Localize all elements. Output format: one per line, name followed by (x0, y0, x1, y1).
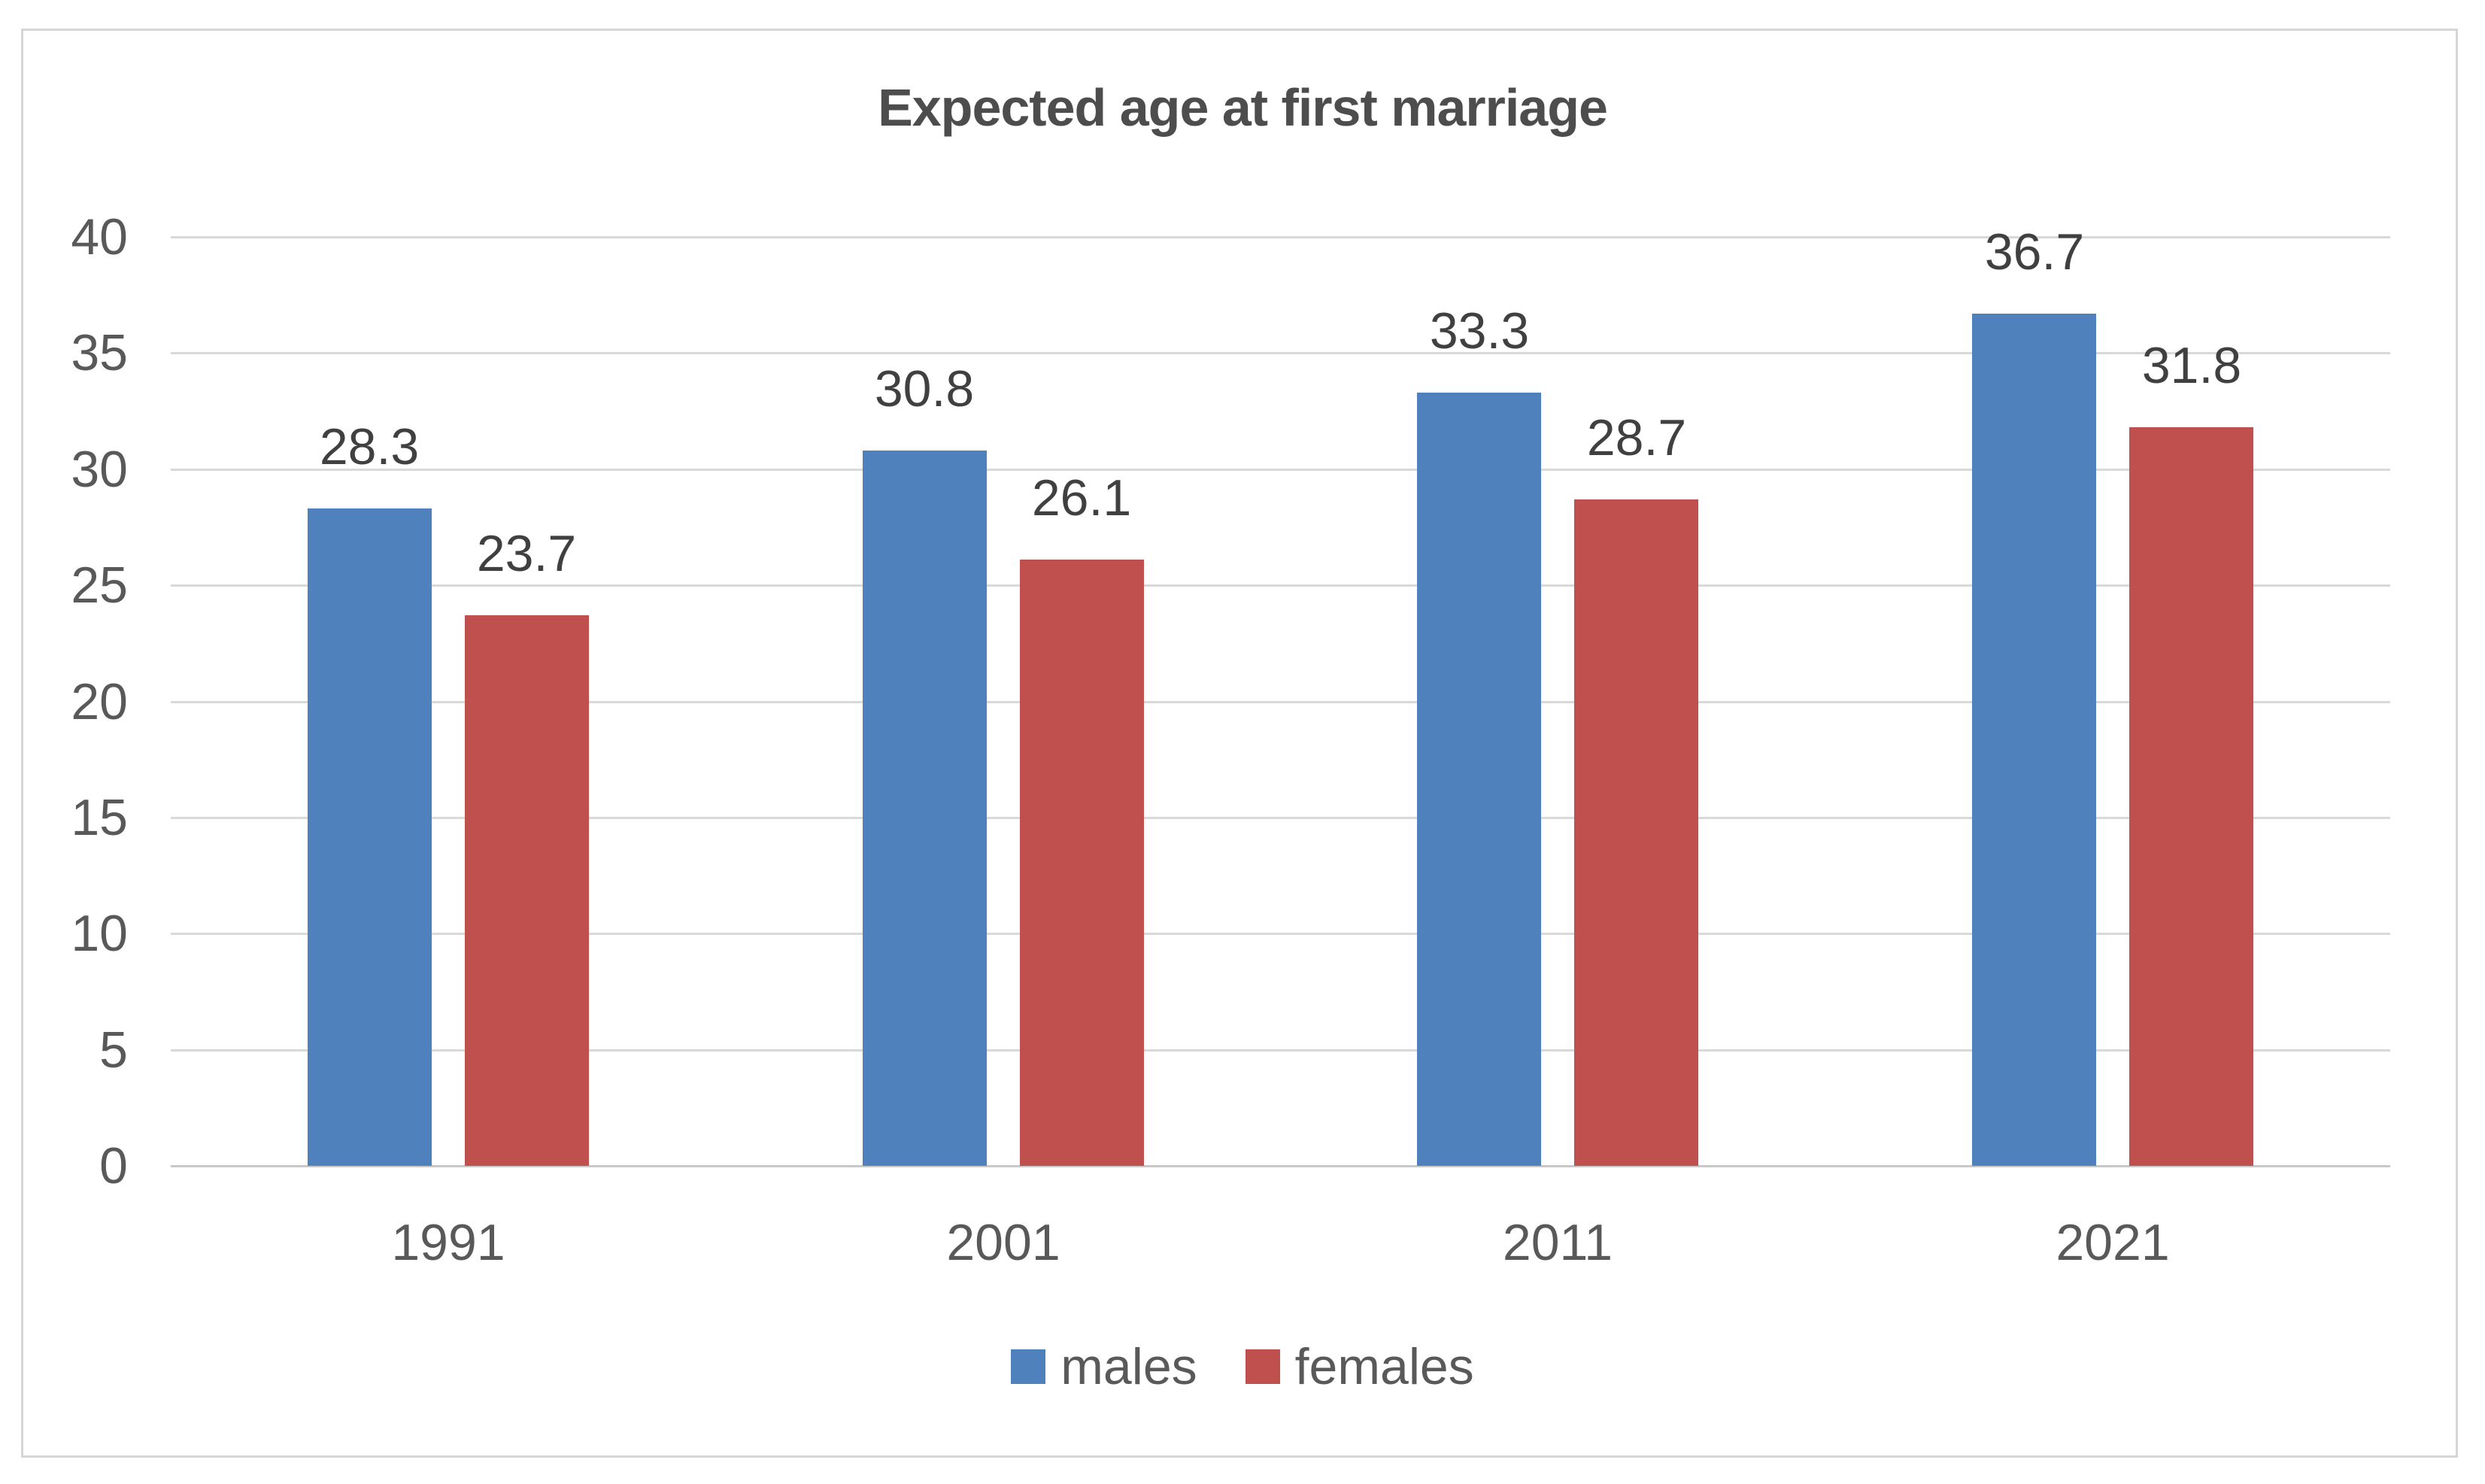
gridline-10 (171, 933, 2390, 935)
legend-label-females: females (1294, 1338, 1474, 1395)
y-tick-label-35: 35 (71, 324, 128, 381)
bar-females-2001 (1020, 560, 1144, 1166)
data-label-males-1991: 28.3 (319, 418, 420, 475)
legend-swatch-males (1011, 1349, 1046, 1384)
gridline-15 (171, 817, 2390, 819)
bar-males-2021 (1972, 314, 2096, 1166)
gridline-25 (171, 584, 2390, 587)
category-label-1991: 1991 (391, 1214, 505, 1271)
bar-males-2001 (863, 451, 987, 1166)
chart-title: Expected age at first marriage (878, 78, 1608, 137)
legend: males females (0, 1337, 2485, 1396)
x-axis-line (171, 1165, 2390, 1167)
data-label-males-2001: 30.8 (874, 360, 975, 417)
legend-item-females: females (1245, 1337, 1474, 1396)
data-label-females-2011: 28.7 (1586, 409, 1687, 466)
y-tick-label-15: 15 (71, 789, 128, 846)
bar-females-2021 (2129, 427, 2253, 1166)
gridline-30 (171, 469, 2390, 471)
gridline-20 (171, 701, 2390, 703)
legend-label-males: males (1060, 1338, 1197, 1395)
legend-swatch-females (1245, 1349, 1280, 1384)
y-tick-label-40: 40 (71, 208, 128, 266)
gridline-5 (171, 1049, 2390, 1052)
data-label-males-2011: 33.3 (1429, 302, 1530, 360)
y-tick-label-10: 10 (71, 905, 128, 962)
category-label-2021: 2021 (2056, 1214, 2170, 1271)
bar-males-1991 (308, 508, 432, 1166)
data-label-females-1991: 23.7 (476, 525, 577, 582)
y-tick-label-0: 0 (99, 1137, 128, 1194)
legend-item-males: males (1011, 1337, 1197, 1396)
category-label-2001: 2001 (946, 1214, 1060, 1271)
bar-males-2011 (1417, 393, 1541, 1166)
bar-females-2011 (1574, 499, 1698, 1166)
category-label-2011: 2011 (1502, 1214, 1613, 1271)
data-label-females-2001: 26.1 (1031, 469, 1132, 527)
y-tick-label-25: 25 (71, 557, 128, 614)
data-label-females-2021: 31.8 (2141, 337, 2242, 394)
data-label-males-2021: 36.7 (1984, 223, 2085, 281)
gridline-35 (171, 352, 2390, 354)
bar-females-1991 (465, 615, 589, 1166)
gridline-40 (171, 236, 2390, 238)
y-tick-label-5: 5 (99, 1021, 128, 1079)
y-tick-label-20: 20 (71, 673, 128, 730)
y-tick-label-30: 30 (71, 441, 128, 498)
